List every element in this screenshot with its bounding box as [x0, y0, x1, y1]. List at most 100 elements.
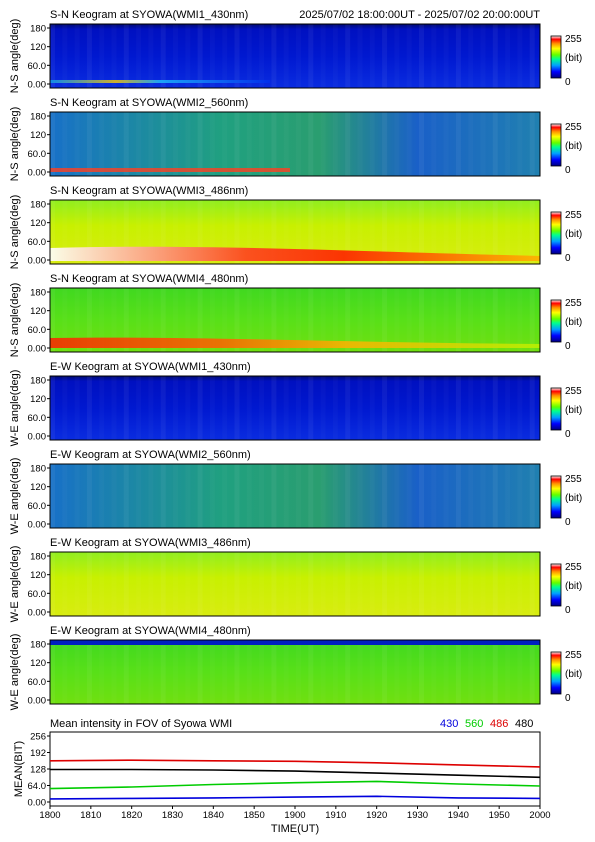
keogram-texture: [358, 552, 363, 616]
keogram-image: [50, 112, 540, 176]
keogram-texture: [370, 552, 375, 616]
colorbar-min-label: 0: [565, 341, 571, 352]
keogram-texture: [112, 464, 117, 528]
keogram-texture: [185, 640, 190, 704]
keogram-texture: [99, 112, 104, 176]
keogram-ytick-label: 180: [30, 24, 46, 35]
keogram-texture: [75, 552, 80, 616]
keogram-texture: [444, 464, 449, 528]
keogram-ylabel: N-S angle(deg): [9, 283, 21, 358]
keogram-texture: [123, 112, 129, 176]
keogram-texture: [50, 112, 55, 176]
keogram-texture: [173, 552, 178, 616]
keogram-texture: [99, 376, 104, 440]
keogram-texture: [358, 640, 363, 704]
keogram-texture: [444, 24, 449, 88]
keogram-texture: [247, 112, 252, 176]
keogram-texture: [370, 376, 375, 440]
keogram-texture: [419, 112, 424, 176]
keogram-texture: [197, 24, 203, 88]
keogram-texture: [62, 112, 67, 176]
keogram-texture: [271, 640, 277, 704]
time-range-label: 2025/07/02 18:00:00UT - 2025/07/02 20:00…: [299, 9, 540, 21]
line-chart-xtick-label: 1920: [366, 810, 387, 821]
keogram-title: E-W Keogram at SYOWA(WMI1_430nm): [50, 361, 251, 373]
keogram-ytick-label: 120: [30, 482, 46, 493]
colorbar-min-label: 0: [565, 517, 571, 528]
keogram-texture: [455, 464, 461, 528]
keogram-texture: [333, 112, 338, 176]
keogram-ytick-label: 180: [30, 552, 46, 563]
keogram-texture: [444, 376, 449, 440]
keogram-ytick-label: 60.0: [28, 589, 47, 600]
series-line-480: [50, 768, 541, 779]
line-chart-xtick-label: 1940: [448, 810, 469, 821]
keogram-texture: [62, 464, 67, 528]
keogram-frame: [49, 551, 541, 617]
keogram-texture: [173, 112, 178, 176]
keogram-texture: [247, 640, 252, 704]
keogram-image: [50, 640, 540, 704]
colorbar-max-label: 255: [565, 34, 582, 45]
keogram-ytick-label: 180: [30, 464, 46, 475]
line-chart-xtick-label: 1810: [80, 810, 101, 821]
keogram-texture: [431, 552, 436, 616]
keogram-texture: [505, 200, 510, 264]
keogram-ytick-label: 0.00: [28, 168, 47, 179]
keogram-texture: [333, 464, 338, 528]
keogram-texture: [112, 640, 117, 704]
keogram-panel-3: S-N Keogram at SYOWA(WMI3_486nm) 180 120 60…: [9, 185, 582, 269]
keogram-ytick-label: 120: [30, 394, 46, 405]
keogram-texture: [99, 24, 104, 88]
colorbar-unit-label: (bit): [565, 141, 582, 152]
keogram-texture: [431, 640, 436, 704]
series-line-430: [49, 795, 541, 800]
keogram-texture: [86, 112, 92, 176]
keogram-texture: [259, 552, 264, 616]
keogram-texture: [481, 200, 486, 264]
keogram-texture: [382, 552, 388, 616]
keogram-texture: [62, 640, 67, 704]
keogram-texture: [382, 376, 388, 440]
keogram-frame: [49, 375, 541, 441]
keogram-texture: [407, 24, 412, 88]
line-chart-ytick-label: 192: [30, 748, 46, 759]
keogram-texture: [136, 376, 141, 440]
line-chart-xtick-label: 1840: [203, 810, 224, 821]
keogram-texture: [259, 112, 264, 176]
keogram-title: S-N Keogram at SYOWA(WMI4_480nm): [50, 273, 248, 285]
line-chart-xtick-label: 1910: [325, 810, 346, 821]
keogram-ytick-label: 0.00: [28, 696, 47, 707]
keogram-ylabel: N-S angle(deg): [9, 195, 21, 270]
colorbar: 255 (bit) 0: [550, 562, 582, 616]
keogram-texture: [284, 552, 289, 616]
keogram-texture: [136, 552, 141, 616]
keogram-texture: [160, 552, 166, 616]
keogram-texture: [185, 464, 190, 528]
keogram-texture: [148, 112, 153, 176]
keogram-ylabel: N-S angle(deg): [9, 107, 21, 182]
keogram-ylabel: W-E angle(deg): [9, 634, 21, 711]
keogram-frame: [49, 111, 541, 177]
mean-intensity-chart: Mean intensity in FOV of Syowa WMI 430 560…: [13, 718, 551, 835]
keogram-ylabel: N-S angle(deg): [9, 19, 21, 94]
keogram-texture: [505, 640, 510, 704]
keogram-texture: [444, 112, 449, 176]
keogram-texture: [333, 24, 338, 88]
line-chart-xtick-label: 1930: [407, 810, 428, 821]
line-chart-xtick-label: 2000: [529, 810, 550, 821]
keogram-texture: [197, 640, 203, 704]
keogram-texture: [529, 288, 535, 352]
keogram-texture: [123, 24, 129, 88]
keogram-texture: [455, 640, 461, 704]
keogram-texture: [492, 24, 498, 88]
keogram-texture: [197, 552, 203, 616]
colorbar: 255 (bit) 0: [550, 122, 582, 176]
keogram-texture: [394, 640, 399, 704]
keogram-texture: [123, 640, 129, 704]
colorbar-max-label: 255: [565, 562, 582, 573]
keogram-texture: [296, 552, 301, 616]
keogram-texture: [382, 288, 388, 352]
colorbar-scale: [550, 35, 562, 79]
keogram-texture: [99, 552, 104, 616]
